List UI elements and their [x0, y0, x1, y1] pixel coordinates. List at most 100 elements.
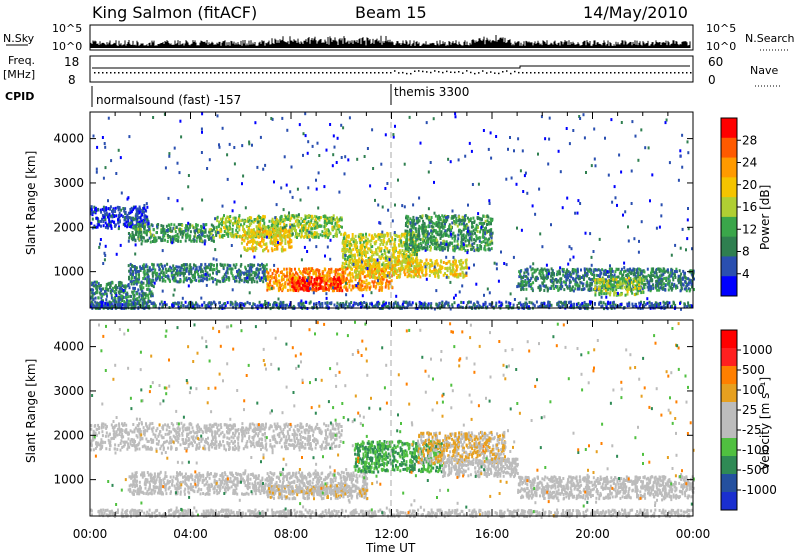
data-cell — [200, 224, 202, 228]
data-cell — [147, 275, 150, 279]
data-cell — [225, 218, 227, 222]
data-cell — [210, 228, 213, 231]
data-cell — [483, 244, 486, 248]
data-cell — [199, 266, 202, 269]
data-cell — [137, 216, 140, 220]
data-cell — [118, 283, 120, 287]
data-cell — [449, 241, 452, 245]
data-cell — [267, 249, 270, 253]
data-cell — [389, 239, 392, 243]
data-cell — [690, 271, 693, 275]
data-cell — [341, 289, 344, 293]
data-cell — [280, 215, 283, 219]
data-cell — [331, 283, 334, 287]
data-cell — [462, 228, 465, 232]
data-cell — [131, 290, 134, 294]
data-cell — [439, 237, 442, 240]
data-cell — [371, 235, 373, 238]
data-cell — [328, 288, 330, 292]
data-cell — [385, 283, 387, 287]
data-cell — [433, 222, 436, 226]
data-cell — [366, 251, 369, 255]
data-cell — [275, 281, 278, 285]
data-cell — [597, 268, 600, 272]
data-cell — [219, 228, 222, 232]
data-cell — [185, 235, 188, 239]
data-cell — [291, 285, 294, 289]
data-cell — [139, 230, 142, 234]
data-cell — [439, 266, 442, 270]
data-cell — [310, 214, 313, 218]
data-cell — [478, 247, 481, 251]
data-cell — [337, 268, 339, 272]
data-cell — [280, 236, 283, 240]
data-cell — [364, 263, 367, 266]
data-cell — [363, 286, 366, 290]
data-cell — [258, 230, 261, 234]
data-cell — [293, 280, 295, 284]
data-cell — [414, 236, 417, 240]
data-cell — [239, 272, 242, 276]
data-cell — [258, 275, 261, 279]
data-cell — [517, 282, 520, 286]
data-cell — [472, 225, 475, 229]
data-cell — [146, 265, 149, 269]
data-cell — [175, 279, 178, 283]
data-cell — [148, 281, 150, 285]
data-cell — [692, 288, 695, 291]
data-cell — [93, 280, 96, 284]
data-cell — [331, 227, 334, 231]
data-cell — [126, 213, 129, 217]
data-cell — [323, 217, 326, 221]
data-cell — [426, 263, 428, 267]
data-cell — [447, 242, 450, 246]
data-cell — [360, 285, 363, 289]
data-cell — [305, 221, 308, 225]
data-cell — [175, 265, 178, 269]
data-cell — [107, 282, 110, 286]
data-cell — [293, 228, 296, 232]
data-cell — [312, 283, 315, 287]
data-cell — [422, 234, 425, 238]
data-cell — [188, 223, 191, 227]
data-cell — [311, 267, 314, 271]
data-cell — [396, 276, 398, 279]
data-cell — [130, 282, 133, 286]
data-cell — [263, 274, 265, 278]
data-cell — [616, 275, 619, 279]
data-cell — [255, 276, 258, 280]
data-cell — [314, 225, 317, 229]
nave-tick-bottom: 0 — [708, 73, 716, 87]
data-cell — [145, 233, 148, 237]
data-cell — [222, 220, 225, 224]
data-cell — [268, 280, 271, 284]
data-cell — [289, 284, 292, 288]
data-cell — [639, 268, 642, 272]
cpid-entry-normalsound: normalsound (fast) -157 — [96, 93, 241, 107]
data-cell — [440, 266, 443, 270]
data-cell — [296, 222, 299, 226]
data-cell — [375, 248, 377, 252]
data-cell — [315, 286, 318, 290]
data-cell — [153, 270, 156, 274]
data-cell — [458, 215, 461, 219]
data-cell — [612, 285, 615, 289]
data-cell — [252, 231, 255, 234]
data-cell — [150, 235, 153, 239]
data-cell — [343, 245, 345, 249]
data-cell — [250, 266, 253, 269]
data-cell — [536, 277, 539, 281]
data-cell — [141, 221, 144, 225]
data-cell — [398, 261, 401, 265]
data-cell — [446, 269, 449, 273]
data-cell — [596, 268, 599, 272]
data-cell — [319, 283, 322, 287]
data-cell — [119, 286, 122, 290]
data-cell — [273, 239, 276, 243]
data-cell — [430, 216, 433, 219]
data-cell — [414, 267, 417, 271]
data-cell — [428, 265, 431, 269]
data-cell — [245, 225, 248, 228]
data-cell — [168, 224, 171, 228]
data-cell — [201, 270, 204, 274]
